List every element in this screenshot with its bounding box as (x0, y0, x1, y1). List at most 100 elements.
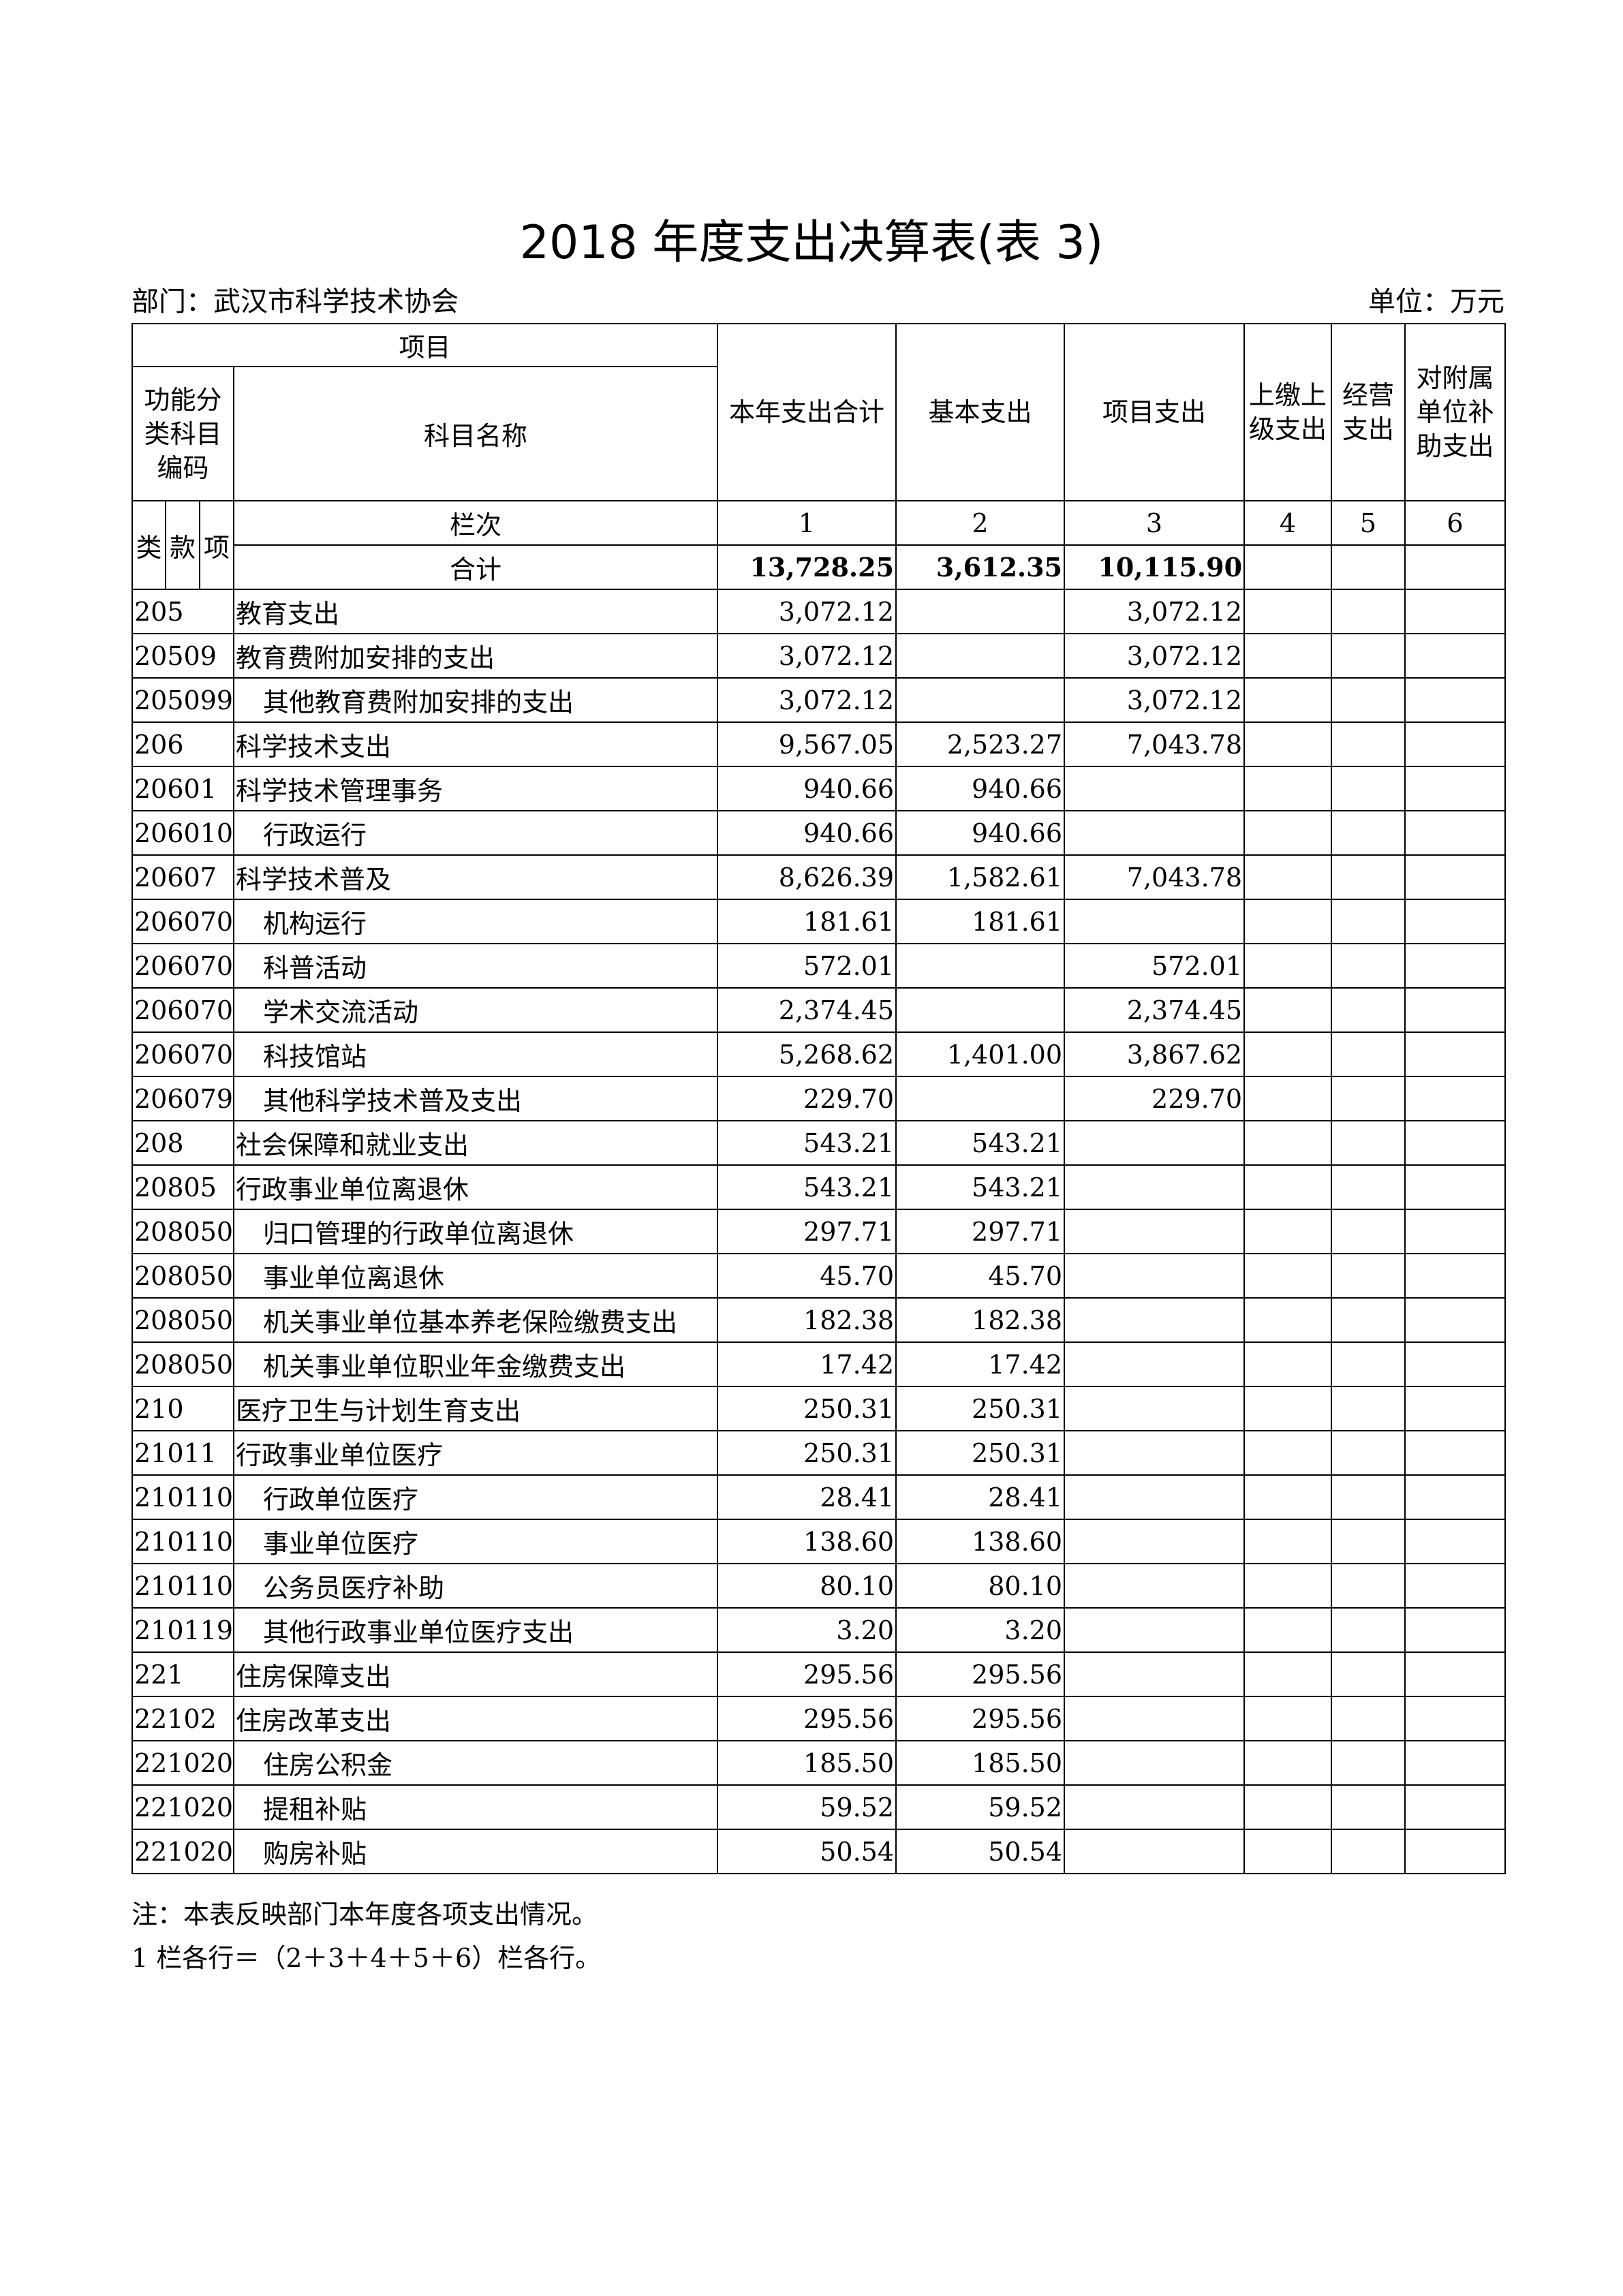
row-empty-cell (1404, 1386, 1506, 1431)
row-value: 59.52 (717, 1784, 897, 1830)
row-value: 8,626.39 (717, 854, 897, 900)
row-value: 138.60 (895, 1519, 1066, 1564)
table-row: 210 医疗卫生与计划生育支出 250.31 250.31 (132, 1386, 1506, 1431)
row-empty-cell (1331, 1430, 1406, 1476)
header-kuan: 款 (165, 500, 200, 590)
row-value (1064, 1607, 1246, 1653)
row-name: 公务员医疗补助 (232, 1563, 719, 1609)
table-row: 20607 科学技术普及 8,626.39 1,582.61 7,043.78 (132, 854, 1506, 900)
page-title: 2018 年度支出决算表(表 3) (519, 216, 1104, 270)
row-value: 182.38 (895, 1297, 1066, 1343)
row-code: 205 (132, 589, 234, 634)
row-empty-cell (1404, 899, 1506, 944)
row-name: 科学技术普及 (232, 854, 719, 900)
row-empty-cell (1404, 810, 1506, 856)
row-value: 1,582.61 (895, 854, 1066, 900)
row-empty-cell (1404, 1297, 1506, 1343)
row-empty-cell (1404, 1164, 1506, 1210)
row-name: 机关事业单位基本养老保险缴费支出 (232, 1297, 719, 1343)
table-row: 20601 科学技术管理事务 940.66 940.66 (132, 766, 1506, 811)
row-name: 事业单位医疗 (232, 1519, 719, 1564)
note-line: 注：本表反映部门本年度各项支出情况。 (132, 1899, 598, 1929)
header-col-4: 上缴上级支出 (1243, 323, 1333, 501)
total-value (1331, 544, 1406, 590)
row-empty-cell (1331, 766, 1406, 811)
row-empty-cell (1331, 1519, 1406, 1564)
header-xiang: 项 (199, 500, 234, 590)
row-value: 250.31 (895, 1430, 1066, 1476)
row-empty-cell (1331, 1253, 1406, 1299)
row-empty-cell (1404, 1430, 1506, 1476)
row-code: 2101102 (132, 1519, 234, 1564)
row-value (1064, 1164, 1246, 1210)
row-value: 543.21 (717, 1164, 897, 1210)
row-value (1064, 1430, 1246, 1476)
row-empty-cell (1243, 1607, 1333, 1653)
row-name: 购房补贴 (232, 1829, 719, 1874)
row-value (1064, 1829, 1246, 1874)
row-value (1064, 1651, 1246, 1697)
row-value (895, 589, 1066, 634)
row-value: 9,567.05 (717, 722, 897, 767)
row-empty-cell (1404, 1519, 1506, 1564)
row-code: 20805 (132, 1164, 234, 1210)
row-value (1064, 766, 1246, 811)
row-empty-cell (1243, 1740, 1333, 1786)
row-empty-cell (1404, 589, 1506, 634)
row-empty-cell (1243, 1076, 1333, 1121)
row-code: 21011 (132, 1430, 234, 1476)
row-empty-cell (1331, 1341, 1406, 1387)
row-code: 2060701 (132, 899, 234, 944)
row-code: 206 (132, 722, 234, 767)
unit-label: 单位：万元 (1368, 286, 1504, 317)
row-code: 20607 (132, 854, 234, 900)
row-value: 181.61 (895, 899, 1066, 944)
row-empty-cell (1404, 987, 1506, 1033)
col-num: 5 (1331, 500, 1406, 546)
table-row: 2101199其他行政事业单位医疗支出3.203.20 (132, 1607, 1506, 1653)
row-code: 2060705 (132, 1031, 234, 1077)
row-value: 28.41 (895, 1474, 1066, 1520)
row-empty-cell (1404, 1651, 1506, 1697)
row-value: 17.42 (717, 1341, 897, 1387)
total-value (1404, 544, 1506, 590)
table-row: 21011 行政事业单位医疗 250.31 250.31 (132, 1430, 1506, 1476)
row-code: 2050999 (132, 677, 234, 723)
table-row: 208 社会保障和就业支出 543.21 543.21 (132, 1120, 1506, 1166)
col-num: 4 (1243, 500, 1333, 546)
row-value (1064, 1209, 1246, 1254)
row-empty-cell (1404, 633, 1506, 679)
total-value: 10,115.90 (1064, 544, 1246, 590)
row-name: 科学技术管理事务 (232, 766, 719, 811)
row-empty-cell (1243, 1209, 1333, 1254)
row-code: 2101101 (132, 1474, 234, 1520)
row-empty-cell (1331, 1209, 1406, 1254)
header-col-2: 基本支出 (895, 323, 1066, 501)
row-empty-cell (1404, 943, 1506, 989)
total-label: 合计 (232, 544, 719, 590)
row-value (895, 1076, 1066, 1121)
row-code: 2060704 (132, 987, 234, 1033)
row-value: 543.21 (717, 1120, 897, 1166)
header-code: 功能分类科目编码 (132, 366, 234, 501)
header-col-3: 项目支出 (1064, 323, 1246, 501)
row-value: 7,043.78 (1064, 722, 1246, 767)
row-empty-cell (1404, 766, 1506, 811)
row-value: 3,072.12 (717, 677, 897, 723)
row-value: 295.56 (717, 1651, 897, 1697)
row-value: 28.41 (717, 1474, 897, 1520)
row-empty-cell (1331, 810, 1406, 856)
row-value: 185.50 (895, 1740, 1066, 1786)
row-name: 住房改革支出 (232, 1696, 719, 1741)
row-empty-cell (1331, 1784, 1406, 1830)
row-empty-cell (1243, 1253, 1333, 1299)
row-value (1064, 1341, 1246, 1387)
row-value (1064, 1120, 1246, 1166)
row-empty-cell (1331, 899, 1406, 944)
table-row: 2060705科技馆站5,268.621,401.003,867.62 (132, 1031, 1506, 1077)
row-value: 229.70 (717, 1076, 897, 1121)
row-value (1064, 1386, 1246, 1431)
row-empty-cell (1243, 766, 1333, 811)
